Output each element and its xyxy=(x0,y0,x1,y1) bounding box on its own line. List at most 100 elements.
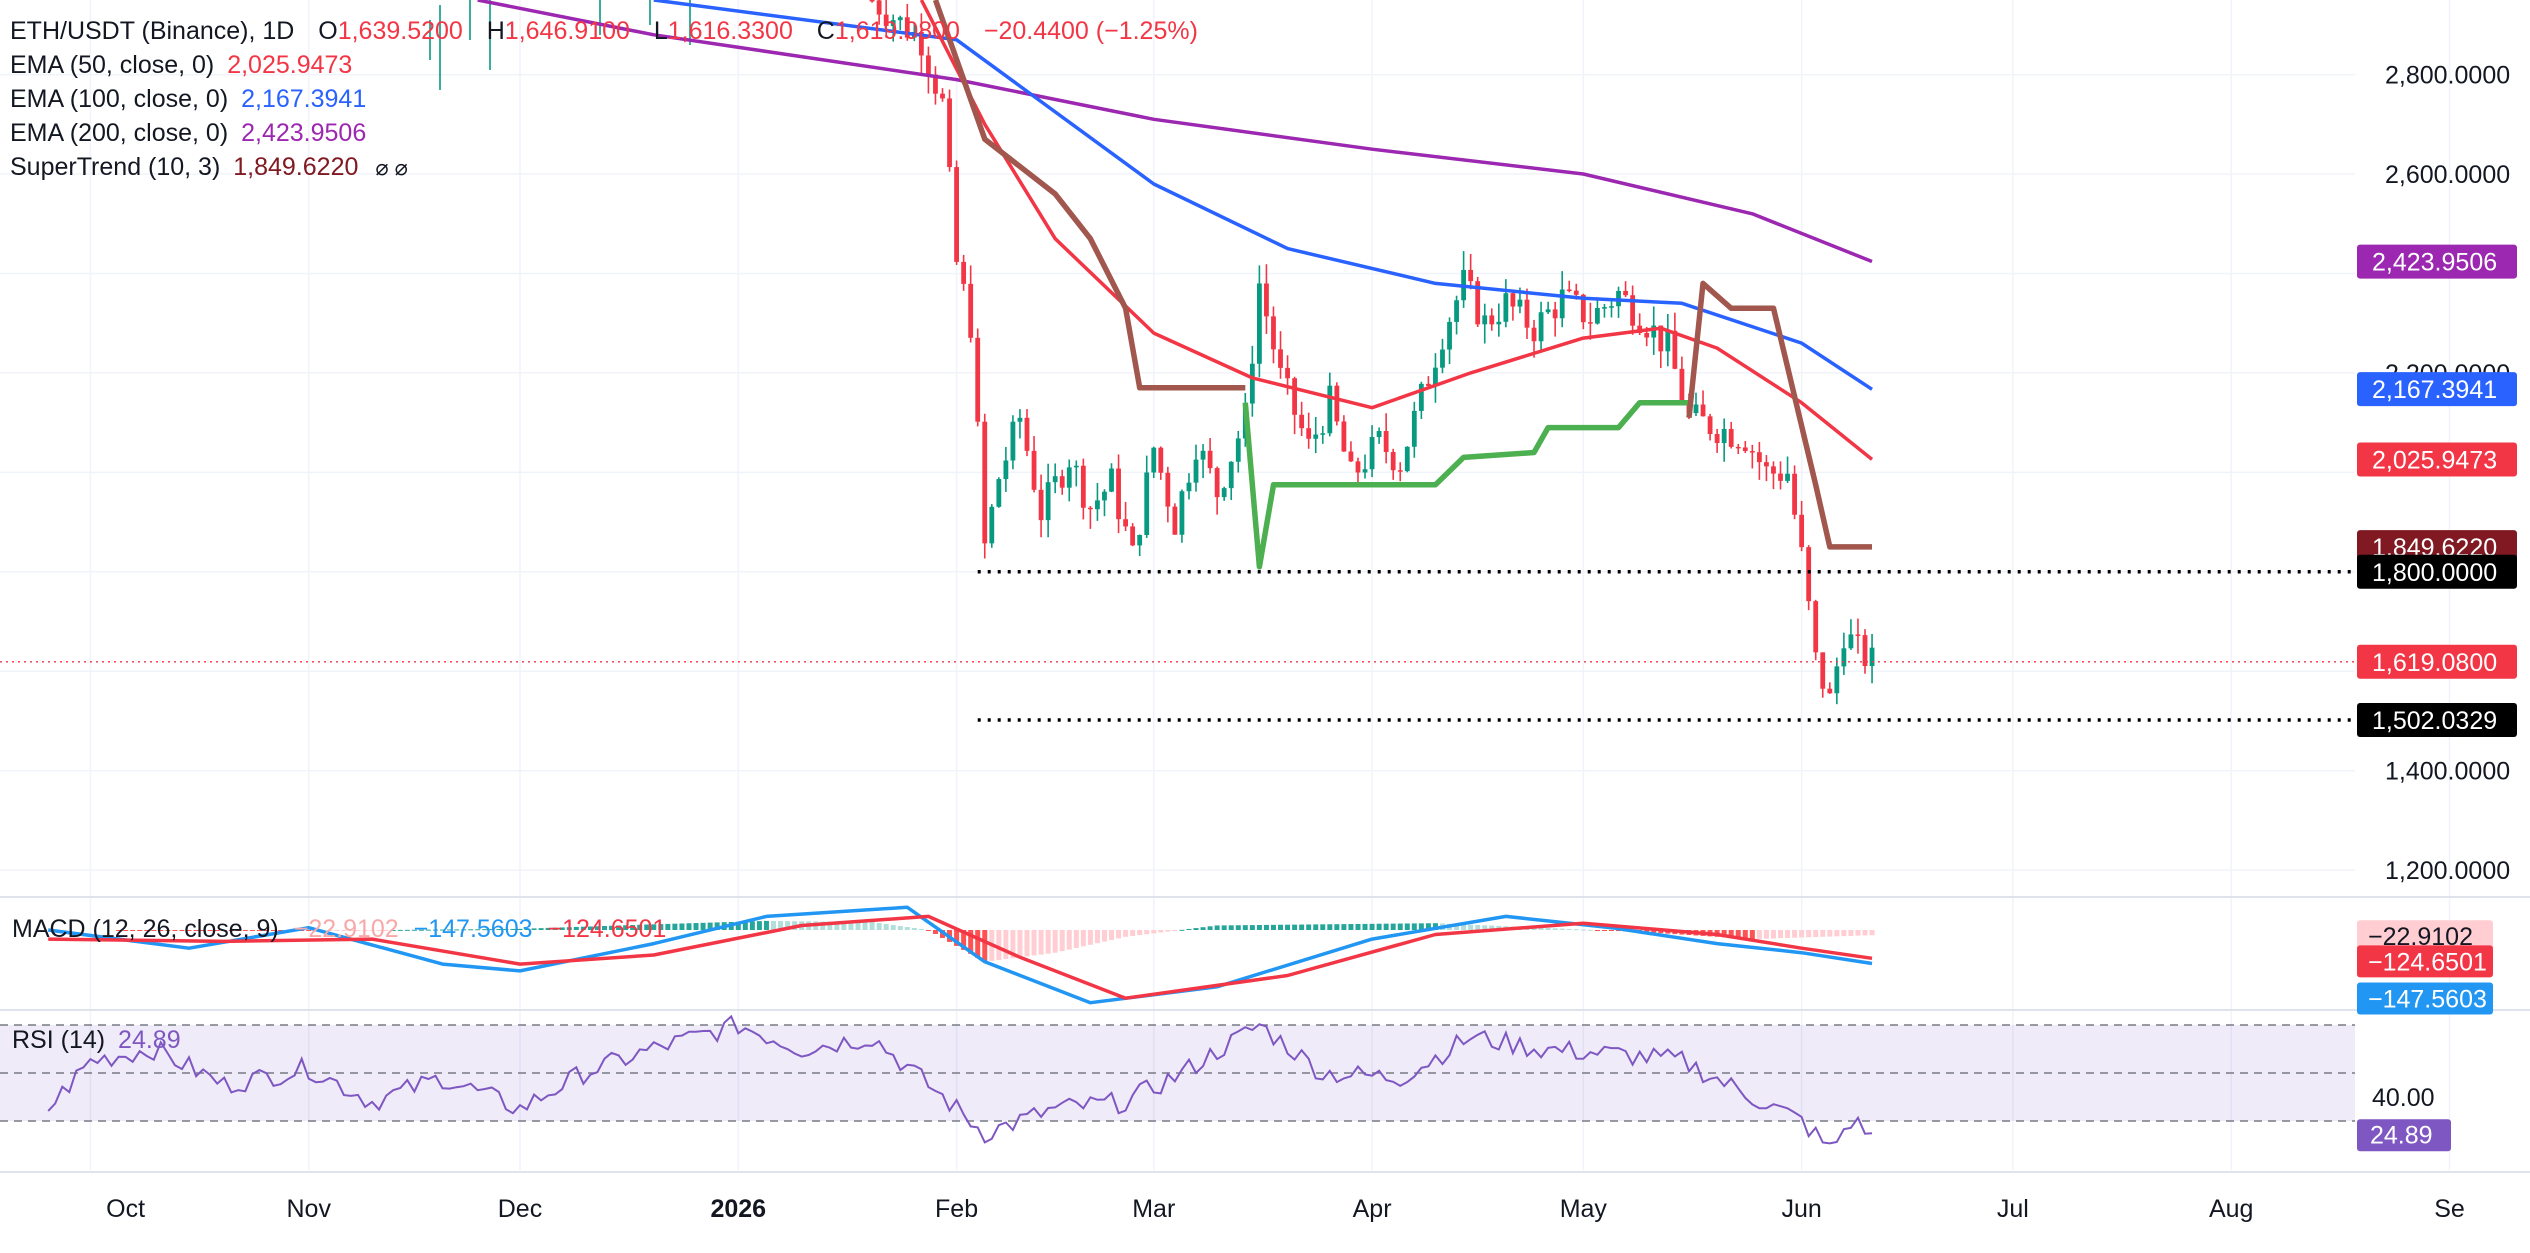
macd-hist-bar xyxy=(1179,929,1185,931)
macd-hist-bar xyxy=(1193,928,1199,930)
open-label: O xyxy=(318,17,338,45)
symbol-title[interactable]: ETH/USDT (Binance), 1D xyxy=(10,17,295,45)
macd-hist-bar xyxy=(1249,925,1255,930)
macd-hist-bar xyxy=(1003,930,1009,960)
macd-hist-bar xyxy=(763,920,769,930)
candle-body xyxy=(1200,450,1206,460)
macd-hist-bar xyxy=(925,930,931,931)
candle-body xyxy=(1256,283,1262,364)
macd-hist-bar xyxy=(1066,930,1072,950)
indicator-ema200-row[interactable]: EMA (200, close, 0) 2,423.9506 xyxy=(10,116,1198,150)
candle-body xyxy=(1193,459,1199,483)
macd-hist-bar xyxy=(1651,930,1657,933)
supertrend-segment-2 xyxy=(1686,280,1872,550)
candle-body xyxy=(1749,451,1755,453)
macd-hist-bar xyxy=(151,930,157,931)
macd-hist-bar xyxy=(855,921,861,930)
macd-hist-bar xyxy=(1749,930,1755,940)
indicator-supertrend-row[interactable]: SuperTrend (10, 3) 1,849.6220 ⌀ ⌀ xyxy=(10,150,1198,184)
macd-hist-bar xyxy=(1094,930,1100,944)
price-badge-5 xyxy=(2357,644,2517,679)
candle-body xyxy=(996,479,1002,507)
indicator-value: 2,423.9506 xyxy=(241,119,367,147)
macd-hist-bar xyxy=(1806,930,1812,938)
price-badge-label-6: 1,502.0329 xyxy=(2372,707,2497,735)
candle-body xyxy=(1052,476,1058,483)
price-badge-label-0: 2,423.9506 xyxy=(2372,249,2497,277)
candle-body xyxy=(1566,289,1572,291)
macd-hist-bar xyxy=(954,930,960,946)
macd-hist-bar xyxy=(897,926,903,930)
macd-hist-bar xyxy=(883,924,889,930)
macd-hist-bar xyxy=(200,930,206,931)
macd-hist-bar xyxy=(552,927,558,930)
candle-body xyxy=(1130,526,1136,546)
candle-body xyxy=(1503,293,1509,322)
price-badge-0 xyxy=(2357,244,2517,279)
x-tick-label-11: Se xyxy=(2434,1195,2465,1223)
macd-hist-bar xyxy=(158,930,164,931)
candle-body xyxy=(1764,462,1769,467)
indicator-ema50-row[interactable]: EMA (50, close, 0) 2,025.9473 xyxy=(10,48,1198,82)
rsi-legend[interactable]: RSI (14) 24.89 xyxy=(12,1026,181,1055)
macd-hist-bar xyxy=(1172,930,1178,931)
candle-body xyxy=(1609,306,1614,308)
macd-hist-bar xyxy=(1461,924,1467,930)
macd-hist-bar xyxy=(1059,930,1065,952)
candle-body xyxy=(1855,634,1861,636)
price-badge-1 xyxy=(2357,372,2517,407)
candle-body xyxy=(1066,467,1072,488)
candle-body xyxy=(1334,385,1340,422)
candle-body xyxy=(1489,315,1495,325)
macd-badge-label-2: −147.5603 xyxy=(2368,986,2487,1014)
candle-body xyxy=(1693,404,1699,414)
macd-hist-bar xyxy=(1045,930,1051,954)
macd-hist-bar xyxy=(1165,930,1171,932)
high-value: 1,646.9100 xyxy=(504,17,630,45)
macd-hist-bar xyxy=(1242,925,1248,930)
macd-hist-bar xyxy=(1545,928,1551,930)
macd-hist-bar xyxy=(369,930,375,931)
macd-hist-bar xyxy=(848,921,854,930)
candle-body xyxy=(1348,451,1354,462)
macd-hist-bar xyxy=(876,923,882,930)
macd-hist-bar xyxy=(1383,923,1389,930)
candle-body xyxy=(1475,281,1481,325)
candle-body xyxy=(1552,309,1558,319)
macd-hist-bar xyxy=(214,930,220,931)
macd-hist-bar xyxy=(327,930,333,931)
macd-hist-bar xyxy=(637,924,643,930)
rsi-y-tick-0: 40.00 xyxy=(2372,1084,2435,1112)
macd-hist-bar xyxy=(425,929,431,931)
macd-hist-bar xyxy=(1052,930,1058,953)
macd-hist-bar xyxy=(1397,923,1403,930)
macd-hist-bar xyxy=(1341,924,1347,930)
candle-body xyxy=(1644,333,1650,338)
candle-body xyxy=(1095,500,1100,510)
macd-hist-bar xyxy=(1862,930,1868,936)
candle-body xyxy=(1700,404,1706,417)
macd-hist-bar xyxy=(1475,925,1481,930)
candle-body xyxy=(1249,363,1255,404)
macd-hist-bar xyxy=(1489,925,1495,930)
macd-signal-line xyxy=(48,914,1873,1000)
macd-hist-bar xyxy=(278,930,284,931)
macd-hist-bar xyxy=(1644,930,1650,933)
macd-hist-bar xyxy=(1616,930,1622,932)
x-tick-label-9: Jul xyxy=(1997,1195,2029,1223)
candle-body xyxy=(1623,290,1628,296)
macd-hist-bar xyxy=(1228,925,1234,930)
candle-body xyxy=(1151,447,1157,473)
candle-body xyxy=(1038,489,1044,521)
candle-body xyxy=(1235,438,1241,462)
indicator-ema100-row[interactable]: EMA (100, close, 0) 2,167.3941 xyxy=(10,82,1198,116)
macd-hist-bar xyxy=(559,927,565,930)
candle-body xyxy=(954,167,959,262)
macd-hist-bar xyxy=(510,928,516,930)
x-tick-label-8: Jun xyxy=(1781,1195,1821,1223)
macd-hist-bar xyxy=(594,926,600,930)
macd-hist-bar xyxy=(1320,924,1326,930)
macd-legend[interactable]: MACD (12, 26, close, 9) −22.9102 −147.56… xyxy=(12,915,666,944)
x-tick-label-10: Aug xyxy=(2209,1195,2253,1223)
